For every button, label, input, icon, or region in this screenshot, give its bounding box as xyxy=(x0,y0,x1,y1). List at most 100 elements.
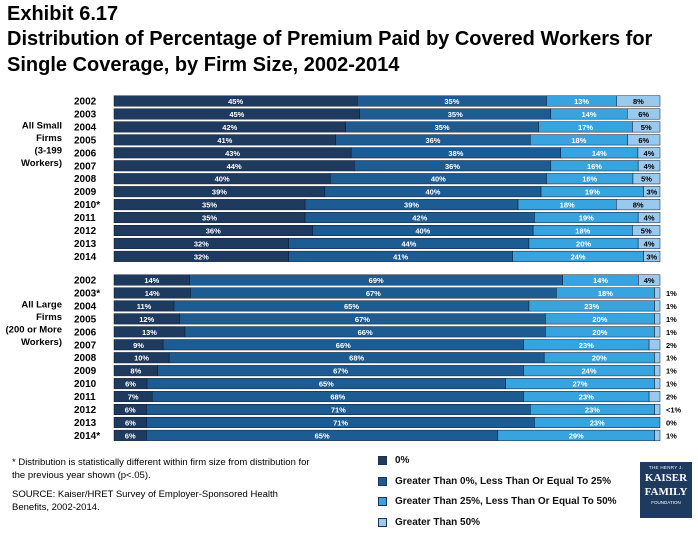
bar-segment xyxy=(627,134,661,146)
title-block: Exhibit 6.17 Distribution of Percentage … xyxy=(7,2,697,78)
bar-segment xyxy=(654,300,661,312)
group-label-line: (200 or More xyxy=(6,324,63,335)
data-label: 1% xyxy=(666,328,677,337)
data-label: 43% xyxy=(225,149,240,158)
legend-label-upto50: Greater Than 25%, Less Than Or Equal To … xyxy=(395,496,617,507)
data-label: 40% xyxy=(431,175,446,184)
data-label: 3% xyxy=(646,252,657,261)
bar-segment xyxy=(654,352,661,364)
year-label: 2002 xyxy=(74,97,97,108)
data-label: 24% xyxy=(582,367,597,376)
bar-segment xyxy=(637,237,661,249)
data-label: 32% xyxy=(194,252,209,261)
data-label: 0% xyxy=(666,418,677,427)
data-label: 1% xyxy=(666,431,677,440)
data-label: 35% xyxy=(435,123,450,132)
footnote-block: * Distribution is statistically differen… xyxy=(12,456,312,520)
data-label: 20% xyxy=(592,328,607,337)
bar-segment xyxy=(648,339,661,351)
data-label: 14% xyxy=(145,289,160,298)
data-label: 6% xyxy=(125,380,136,389)
data-label: 66% xyxy=(336,341,351,350)
data-label: 44% xyxy=(401,239,416,248)
data-label: 36% xyxy=(445,162,460,171)
data-label: 71% xyxy=(331,406,346,415)
data-label: <1% xyxy=(666,406,682,415)
legend-swatch-upto50 xyxy=(378,497,387,506)
chart-title-line-2: Single Coverage, by Firm Size, 2002-2014 xyxy=(7,54,400,76)
data-label: 18% xyxy=(571,136,586,145)
data-label: 35% xyxy=(202,201,217,210)
data-label: 7% xyxy=(128,393,139,402)
kaiser-family-foundation-logo: THE HENRY J. KAISER FAMILY FOUNDATION xyxy=(640,462,692,518)
data-label: 19% xyxy=(579,214,594,223)
data-label: 66% xyxy=(358,328,373,337)
data-label: 40% xyxy=(415,227,430,236)
year-label: 2012 xyxy=(74,405,97,416)
year-label: 2013 xyxy=(74,418,97,429)
data-label: 39% xyxy=(404,201,419,210)
bar-segment xyxy=(616,199,661,211)
group-label-line: Firms xyxy=(36,133,62,144)
logo-line-2: FAMILY xyxy=(644,486,688,498)
group-label-line: All Small xyxy=(22,120,62,131)
group-label-line: All Large xyxy=(21,299,62,310)
legend-swatch-zero xyxy=(378,456,387,465)
data-label: 6% xyxy=(125,418,136,427)
data-label: 1% xyxy=(666,354,677,363)
data-label: 69% xyxy=(369,276,384,285)
data-label: 32% xyxy=(194,239,209,248)
data-label: 23% xyxy=(579,393,594,402)
year-label: 2014 xyxy=(74,252,97,263)
legend-item-upto25: Greater Than 0%, Less Than Or Equal To 2… xyxy=(378,473,618,490)
data-label: 8% xyxy=(130,367,141,376)
data-label: 41% xyxy=(217,136,232,145)
bar-segment xyxy=(654,378,661,390)
year-label: 2005 xyxy=(74,314,97,325)
data-label: 67% xyxy=(333,367,348,376)
bar-segment xyxy=(654,404,661,415)
year-label: 2012 xyxy=(74,226,97,237)
data-label: 1% xyxy=(666,315,677,324)
data-label: 20% xyxy=(576,239,591,248)
bar-segment xyxy=(648,391,661,403)
data-label: 12% xyxy=(139,315,154,324)
data-label: 65% xyxy=(344,302,359,311)
data-label: 11% xyxy=(137,302,152,311)
exhibit-number: Exhibit 6.17 xyxy=(7,3,119,25)
group-label-line: (3-199 xyxy=(35,145,62,156)
year-label: 2007 xyxy=(74,340,97,351)
data-label: 14% xyxy=(592,149,607,158)
bar-segment xyxy=(632,173,661,185)
year-label: 2010 xyxy=(74,379,97,390)
data-label: 13% xyxy=(142,328,157,337)
data-label: 18% xyxy=(560,201,575,210)
data-label: 45% xyxy=(228,97,243,106)
bar-segment xyxy=(534,416,661,428)
chart-legend: 0% Greater Than 0%, Less Than Or Equal T… xyxy=(378,452,618,534)
bar-segment xyxy=(637,212,661,224)
data-label: 9% xyxy=(133,341,144,350)
data-label: 2% xyxy=(666,341,677,350)
data-label: 65% xyxy=(319,380,334,389)
year-label: 2004 xyxy=(74,122,97,133)
data-label: 19% xyxy=(585,188,600,197)
data-label: 42% xyxy=(222,123,237,132)
legend-label-zero: 0% xyxy=(395,455,410,466)
year-label: 2009 xyxy=(74,366,97,377)
data-label: 23% xyxy=(584,302,599,311)
group-label-line: Firms xyxy=(36,312,62,323)
data-label: 5% xyxy=(641,227,652,236)
logo-top-text: THE HENRY J. xyxy=(648,465,684,470)
data-label: 14% xyxy=(593,276,608,285)
data-label: 17% xyxy=(578,123,593,132)
data-label: 18% xyxy=(575,227,590,236)
footnote-text: * Distribution is statistically differen… xyxy=(12,457,310,481)
data-label: 65% xyxy=(315,431,330,440)
chart-title-line-1: Distribution of Percentage of Premium Pa… xyxy=(7,28,653,50)
bar-segment xyxy=(643,250,661,262)
year-label: 2013 xyxy=(74,239,97,250)
data-label: 27% xyxy=(573,380,588,389)
year-label: 2014* xyxy=(74,431,100,442)
